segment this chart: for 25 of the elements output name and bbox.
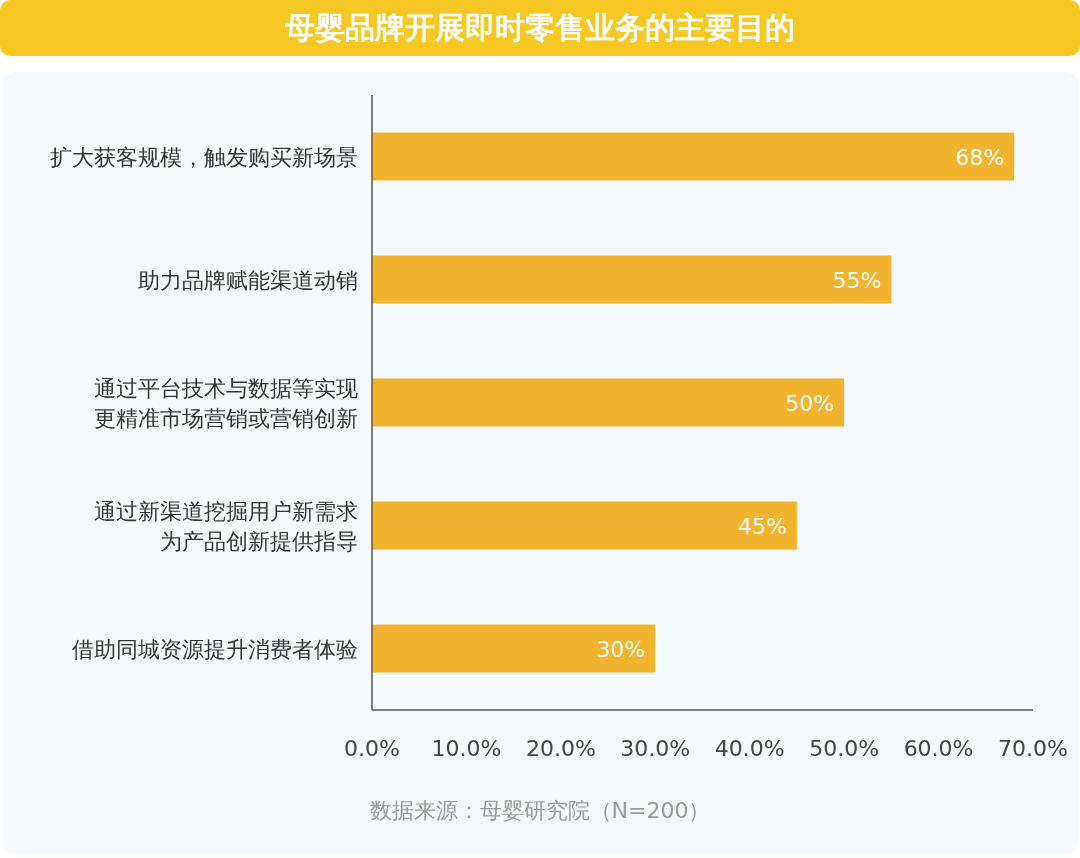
chart-title: 母婴品牌开展即时零售业务的主要目的	[284, 10, 795, 45]
bar	[372, 132, 1015, 181]
x-tick-label: 10.0%	[431, 736, 502, 761]
data-label: 45%	[738, 513, 787, 539]
x-tick-label: 70.0%	[998, 736, 1068, 761]
x-tick-label: 40.0%	[714, 736, 785, 761]
x-tick-label: 60.0%	[903, 736, 974, 761]
data-label: 68%	[955, 144, 1005, 170]
y-tick-label: 助力品牌赋能渠道动销	[138, 267, 358, 293]
data-label: 50%	[785, 390, 835, 416]
bar	[372, 255, 892, 304]
y-tick-label: 扩大获客规模，触发购买新场景	[50, 144, 358, 170]
y-tick-label: 借助同城资源提升消费者体验	[72, 636, 358, 662]
data-label: 30%	[596, 636, 646, 662]
source-note: 数据来源：母婴研究院（N=200）	[369, 798, 711, 823]
x-tick-label: 0.0%	[344, 736, 400, 761]
bar	[372, 624, 656, 673]
bar	[372, 501, 797, 550]
y-tick-label: 通过平台技术与数据等实现更精准市场营销或营销创新	[94, 375, 358, 431]
y-tick-label: 通过新渠道挖掘用户新需求为产品创新提供指导	[94, 498, 358, 554]
x-tick-label: 20.0%	[525, 736, 596, 761]
x-tick-label: 30.0%	[620, 736, 691, 761]
data-label: 55%	[832, 267, 882, 293]
bar	[372, 378, 845, 427]
x-tick-label: 50.0%	[809, 736, 880, 761]
